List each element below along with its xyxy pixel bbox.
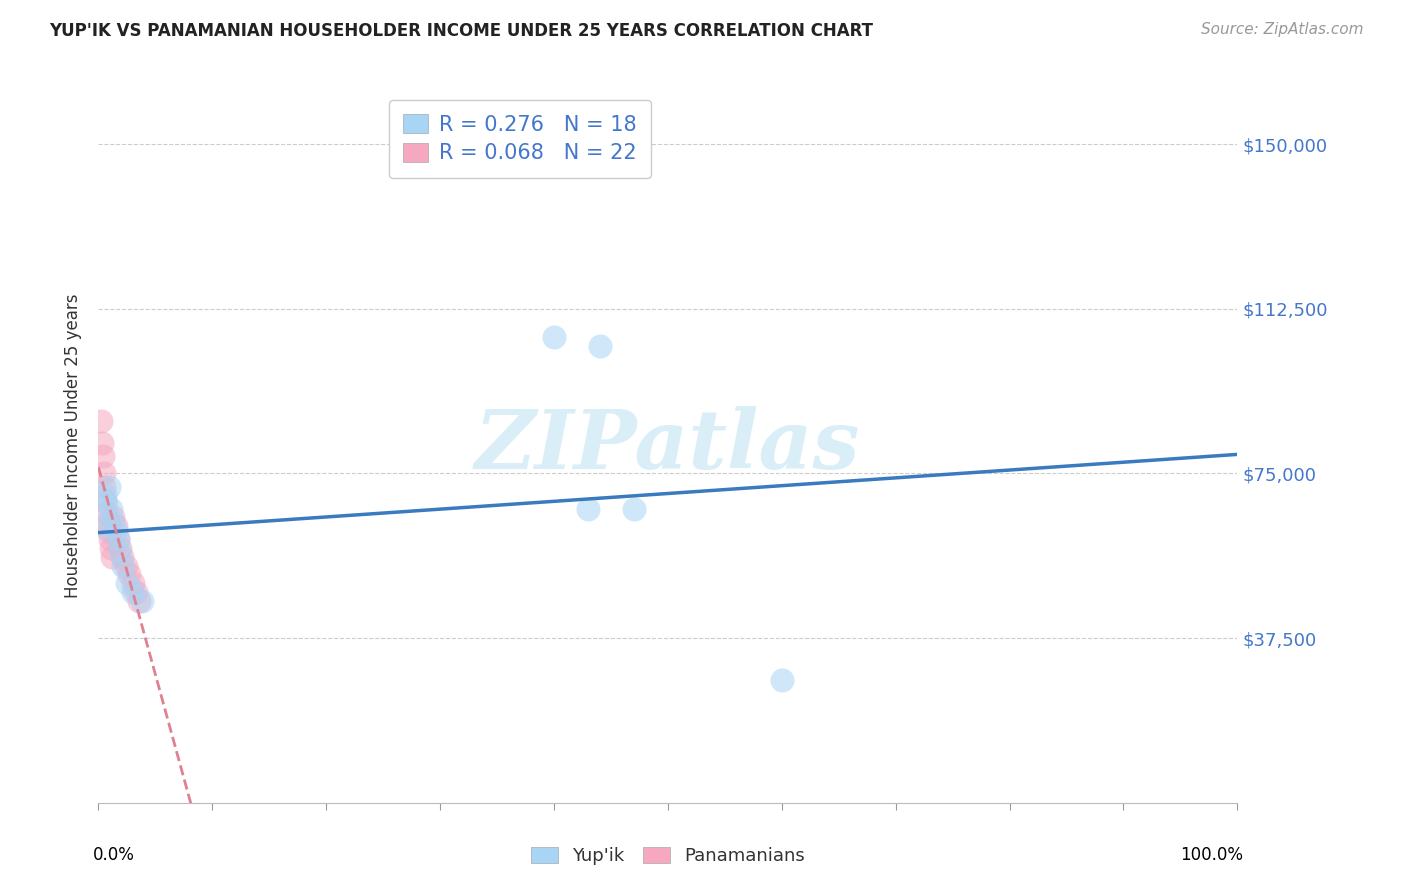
Point [100,541,122,555]
Point [770,673,793,687]
Point [128,594,150,608]
Point [96,515,118,529]
Point [93,467,115,481]
Point [103,510,125,524]
Point [114,558,136,573]
Point [576,501,599,516]
Point [107,533,129,547]
Point [111,549,134,564]
Point [96,506,118,520]
Text: YUP'IK VS PANAMANIAN HOUSEHOLDER INCOME UNDER 25 YEARS CORRELATION CHART: YUP'IK VS PANAMANIAN HOUSEHOLDER INCOME … [49,22,873,40]
Point [112,558,135,573]
Legend: Yup'ik, Panamanians: Yup'ik, Panamanians [523,839,813,872]
Point [623,501,645,516]
Point [588,339,610,353]
Point [100,501,122,516]
Point [115,576,138,591]
Point [90,435,112,450]
Point [96,497,118,511]
Point [101,549,124,564]
Point [98,533,121,547]
Point [108,545,131,559]
Point [118,567,141,582]
Point [131,594,153,608]
Point [121,585,143,599]
Point [543,330,565,344]
Point [97,524,120,538]
Point [107,533,129,547]
Text: Source: ZipAtlas.com: Source: ZipAtlas.com [1201,22,1364,37]
Text: 100.0%: 100.0% [1180,846,1243,863]
Point [94,488,117,502]
Point [125,585,148,599]
Text: ZIPatlas: ZIPatlas [475,406,860,486]
Y-axis label: Householder Income Under 25 years: Householder Income Under 25 years [65,293,83,599]
Point [103,515,125,529]
Point [93,480,115,494]
Point [91,519,114,533]
Point [97,480,120,494]
Point [104,524,127,538]
Point [91,449,114,463]
Point [108,541,131,555]
Point [121,576,143,591]
Point [90,414,112,428]
Text: 0.0%: 0.0% [93,846,135,863]
Point [94,492,117,507]
Point [104,519,127,533]
